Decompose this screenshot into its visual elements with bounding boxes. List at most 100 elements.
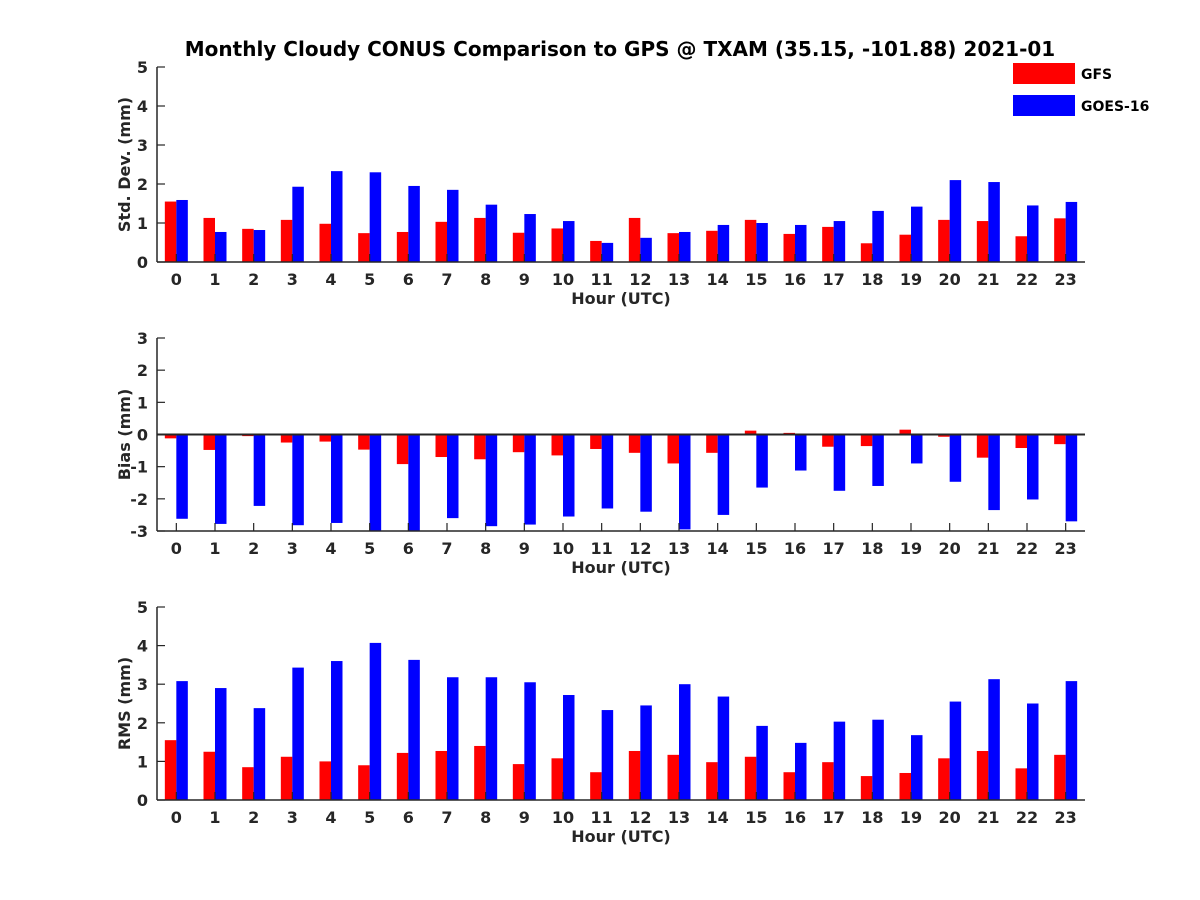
x-tick-label: 5 bbox=[364, 539, 375, 558]
x-tick-label: 8 bbox=[480, 539, 491, 558]
bar-gfs-hour-19 bbox=[899, 772, 911, 800]
y-tick-label: 3 bbox=[137, 675, 148, 694]
x-tick-label: 22 bbox=[1016, 270, 1038, 289]
x-tick-label: 2 bbox=[248, 808, 259, 827]
x-tick-label: 12 bbox=[629, 270, 651, 289]
x-tick-label: 1 bbox=[209, 808, 220, 827]
legend-swatch-1 bbox=[1013, 95, 1075, 116]
bar-goes16-hour-5 bbox=[369, 172, 382, 262]
x-tick-label: 15 bbox=[745, 270, 767, 289]
bar-goes16-hour-18 bbox=[872, 719, 884, 800]
x-tick-label: 11 bbox=[591, 808, 613, 827]
bar-goes16-hour-16 bbox=[795, 434, 807, 471]
bar-goes16-hour-11 bbox=[601, 242, 614, 262]
bar-goes16-hour-17 bbox=[833, 721, 846, 800]
x-tick-label: 17 bbox=[823, 270, 845, 289]
x-tick-label: 10 bbox=[552, 270, 574, 289]
legend-label-1: GOES-16 bbox=[1081, 99, 1149, 115]
bar-goes16-hour-22 bbox=[1027, 205, 1039, 262]
bar-gfs-hour-9 bbox=[512, 764, 525, 800]
bar-gfs-hour-13 bbox=[667, 233, 679, 262]
x-tick-label: 8 bbox=[480, 808, 491, 827]
x-tick-label: 22 bbox=[1016, 808, 1038, 827]
x-tick-label: 20 bbox=[939, 270, 961, 289]
chart-title: Monthly Cloudy CONUS Comparison to GPS @… bbox=[185, 37, 1055, 61]
bar-goes16-hour-13 bbox=[679, 434, 691, 530]
bar-gfs-hour-4 bbox=[319, 434, 331, 442]
x-tick-label: 1 bbox=[209, 539, 220, 558]
bar-gfs-hour-1 bbox=[203, 434, 215, 450]
bar-goes16-hour-1 bbox=[215, 688, 227, 800]
bar-gfs-hour-7 bbox=[435, 221, 447, 262]
bar-gfs-hour-15 bbox=[744, 430, 757, 435]
bar-goes16-hour-20 bbox=[949, 701, 962, 800]
bar-gfs-hour-13 bbox=[667, 434, 679, 464]
bar-gfs-hour-6 bbox=[396, 752, 409, 800]
y-tick-label: 0 bbox=[137, 791, 148, 810]
bar-goes16-hour-17 bbox=[833, 434, 846, 491]
bar-gfs-hour-7 bbox=[435, 434, 447, 458]
y-axis-label: RMS (mm) bbox=[115, 657, 134, 750]
bar-goes16-hour-4 bbox=[331, 434, 343, 523]
bar-gfs-hour-8 bbox=[474, 745, 486, 800]
bar-gfs-hour-5 bbox=[358, 765, 370, 800]
bar-gfs-hour-18 bbox=[860, 434, 873, 447]
x-tick-label: 0 bbox=[171, 270, 182, 289]
x-tick-label: 3 bbox=[287, 539, 298, 558]
bar-gfs-hour-22 bbox=[1015, 434, 1027, 449]
x-tick-label: 3 bbox=[287, 808, 298, 827]
bar-gfs-hour-20 bbox=[938, 434, 950, 437]
x-axis-label: Hour (UTC) bbox=[571, 289, 671, 308]
bar-goes16-hour-23 bbox=[1065, 201, 1078, 262]
bar-gfs-hour-16 bbox=[783, 772, 795, 800]
bar-goes16-hour-17 bbox=[833, 221, 846, 262]
y-tick-label: 2 bbox=[137, 175, 148, 194]
x-tick-label: 4 bbox=[325, 808, 336, 827]
bar-gfs-hour-6 bbox=[396, 434, 409, 465]
bar-gfs-hour-7 bbox=[435, 750, 447, 800]
x-axis-label: Hour (UTC) bbox=[571, 558, 671, 577]
legend-label-0: GFS bbox=[1081, 67, 1112, 83]
bar-gfs-hour-5 bbox=[358, 434, 370, 450]
bar-gfs-hour-19 bbox=[899, 429, 911, 435]
x-tick-label: 23 bbox=[1055, 539, 1077, 558]
bar-gfs-hour-6 bbox=[396, 231, 409, 262]
bar-gfs-hour-18 bbox=[860, 776, 873, 800]
y-axis-label: Std. Dev. (mm) bbox=[115, 97, 134, 232]
bar-goes16-hour-0 bbox=[176, 199, 188, 262]
bar-goes16-hour-22 bbox=[1027, 703, 1039, 800]
bar-gfs-hour-23 bbox=[1054, 434, 1066, 445]
bar-goes16-hour-16 bbox=[795, 742, 807, 800]
x-tick-label: 20 bbox=[939, 808, 961, 827]
bar-goes16-hour-1 bbox=[215, 231, 227, 262]
bar-goes16-hour-11 bbox=[601, 710, 614, 800]
y-tick-label: 2 bbox=[137, 361, 148, 380]
x-tick-label: 2 bbox=[248, 539, 259, 558]
bar-goes16-hour-21 bbox=[988, 182, 1000, 262]
x-tick-label: 16 bbox=[784, 270, 806, 289]
bar-goes16-hour-6 bbox=[408, 185, 420, 262]
y-tick-label: -3 bbox=[130, 522, 148, 541]
bar-gfs-hour-17 bbox=[822, 434, 834, 447]
x-tick-label: 16 bbox=[784, 539, 806, 558]
x-tick-label: 8 bbox=[480, 270, 491, 289]
bar-gfs-hour-3 bbox=[280, 756, 293, 800]
bar-goes16-hour-6 bbox=[408, 434, 420, 531]
x-tick-label: 18 bbox=[861, 808, 883, 827]
x-tick-label: 19 bbox=[900, 270, 922, 289]
bar-goes16-hour-3 bbox=[292, 667, 304, 800]
bar-goes16-hour-8 bbox=[485, 204, 498, 262]
bar-goes16-hour-6 bbox=[408, 659, 420, 800]
bar-gfs-hour-4 bbox=[319, 223, 331, 262]
bar-gfs-hour-20 bbox=[938, 219, 950, 262]
y-tick-label: 4 bbox=[137, 637, 148, 656]
bar-gfs-hour-10 bbox=[551, 434, 563, 456]
bar-goes16-hour-10 bbox=[563, 221, 575, 262]
y-tick-label: 0 bbox=[137, 426, 148, 445]
bar-goes16-hour-10 bbox=[563, 434, 575, 517]
x-tick-label: 23 bbox=[1055, 808, 1077, 827]
bar-goes16-hour-14 bbox=[717, 224, 730, 262]
x-tick-label: 9 bbox=[519, 270, 530, 289]
